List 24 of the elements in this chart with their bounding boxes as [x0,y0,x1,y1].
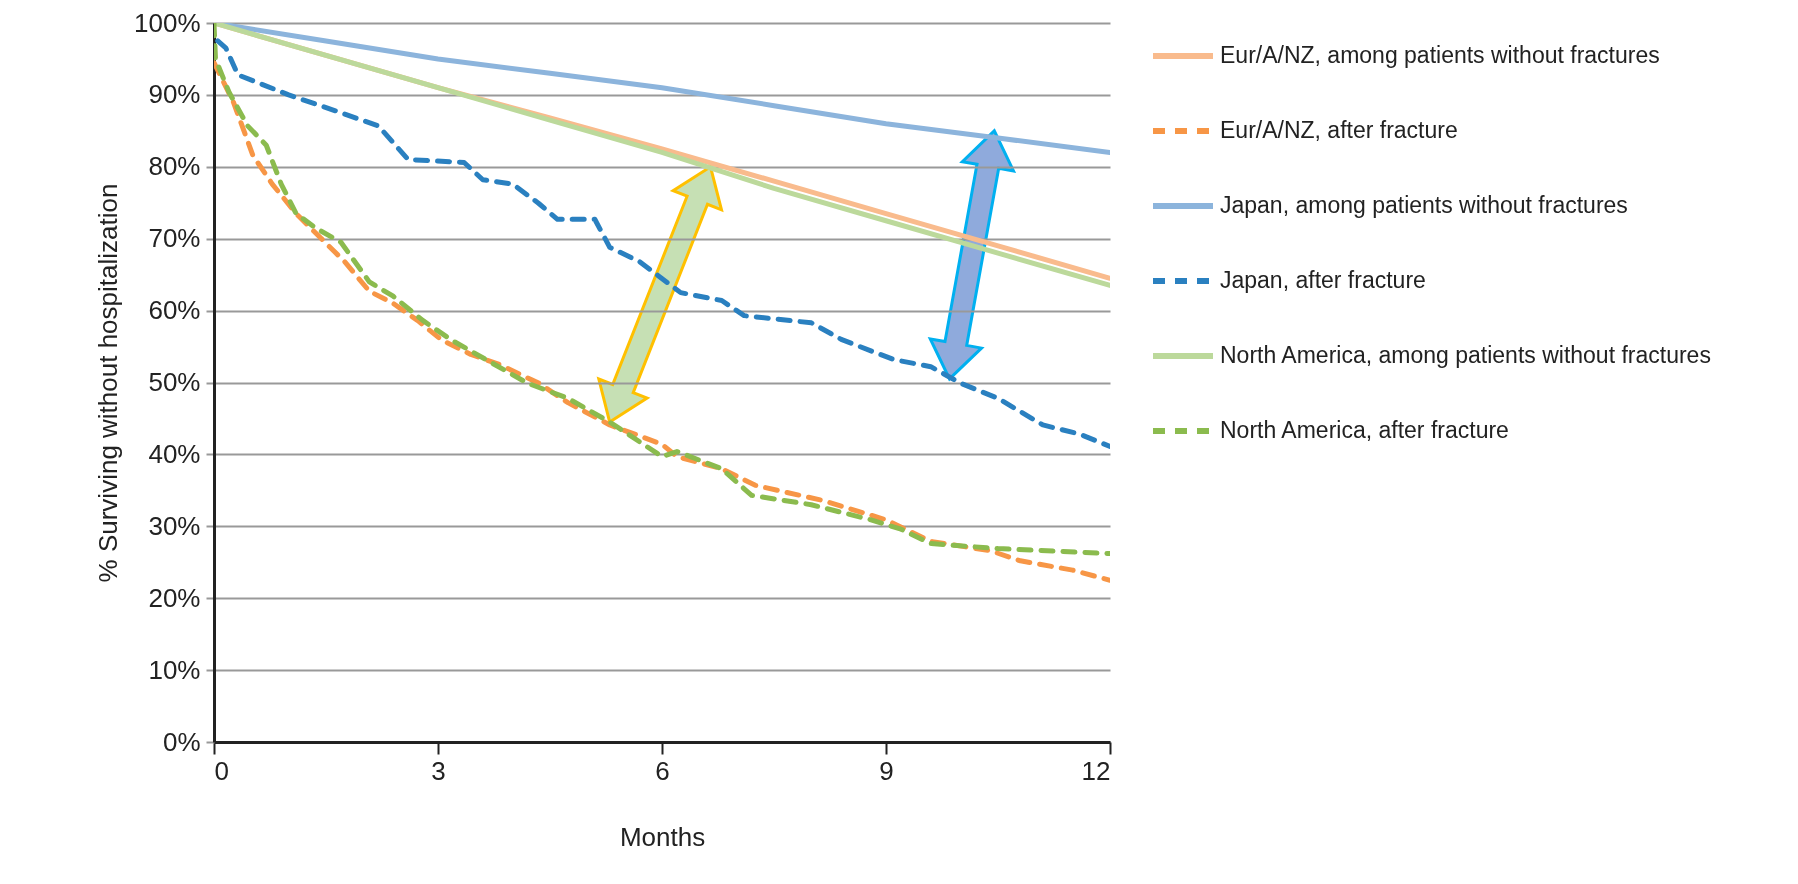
y-tick-label: 100% [134,7,201,38]
y-tick-label: 10% [148,654,201,685]
legend-label: North America, among patients without fractures [1220,342,1711,368]
y-tick-label: 90% [148,79,201,110]
x-tick-label: 9 [879,755,894,786]
x-tick-label: 6 [655,755,670,786]
y-tick-label: 70% [148,223,201,254]
y-axis-title: % Surviving without hospitalization [93,183,123,583]
y-tick-label: 0% [162,726,201,757]
y-tick-label: 80% [148,151,201,182]
legend-label: Eur/A/NZ, after fracture [1220,117,1458,143]
legend-label: North America, after fracture [1220,417,1509,443]
y-tick-label: 50% [148,367,201,397]
legend-label: Japan, among patients without fractures [1220,192,1628,218]
y-tick-label: 20% [148,582,201,613]
y-tick-label: 30% [148,510,201,541]
y-tick-label: 60% [148,295,201,326]
y-tick-label: 40% [148,438,201,469]
x-axis-title: Months [619,821,706,852]
legend-label: Japan, after fracture [1220,267,1426,293]
x-tick-label: 3 [431,755,446,786]
x-tick-label: 0 [214,755,229,786]
legend-label: Eur/A/NZ, among patients without fractures [1220,42,1660,68]
x-tick-label: 12 [1081,755,1111,786]
